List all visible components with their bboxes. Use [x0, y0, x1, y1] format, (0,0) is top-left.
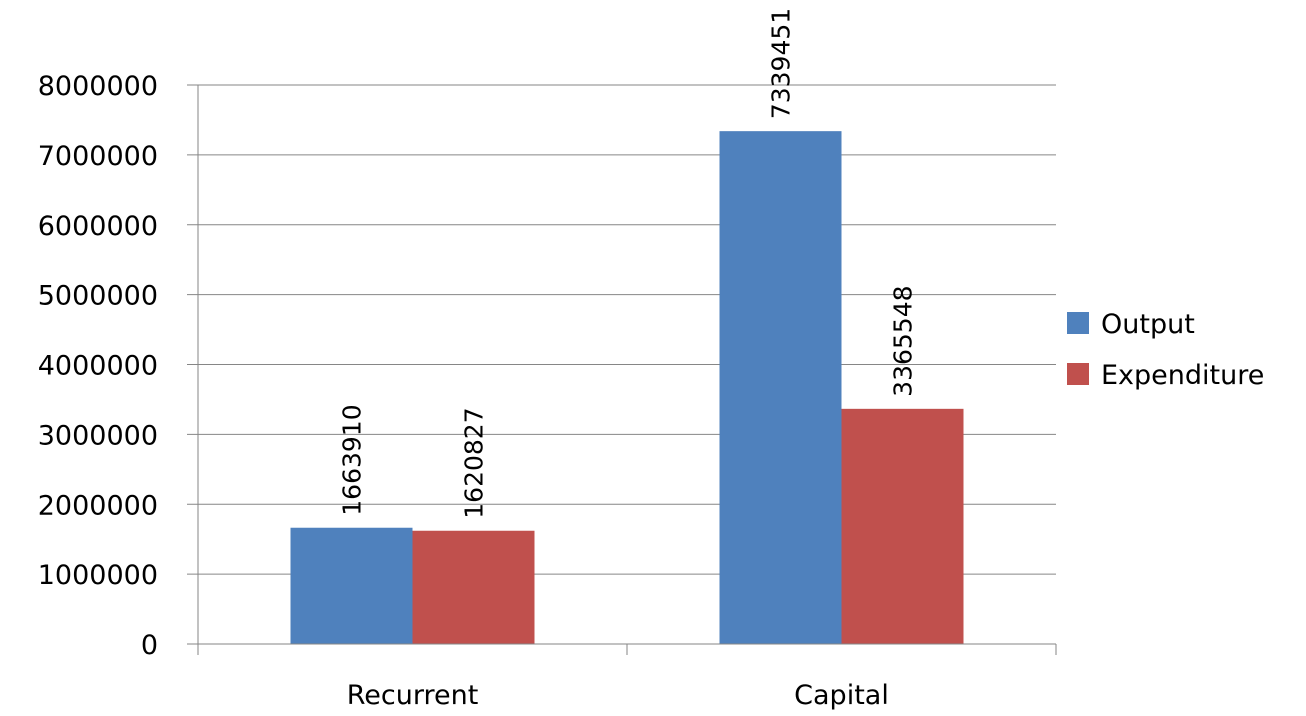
y-tick-label: 7000000 [38, 141, 158, 172]
category-label: Capital [794, 680, 889, 711]
category-labels: Recurrent Capital [347, 680, 889, 711]
y-tick-label: 2000000 [38, 490, 158, 521]
y-tick-label: 4000000 [38, 351, 158, 382]
category-label: Recurrent [347, 680, 479, 711]
data-label: 3365548 [889, 285, 918, 396]
y-tick-label: 5000000 [38, 281, 158, 312]
y-tick-label: 1000000 [38, 560, 158, 591]
bar-output-recurrent [290, 527, 413, 644]
data-label: 1620827 [460, 407, 489, 518]
data-label: 1663910 [338, 404, 367, 515]
y-tick-labels: 0 1000000 2000000 3000000 4000000 5000000 6000… [38, 71, 158, 661]
legend: Output Expenditure [1067, 309, 1264, 391]
bar-expenditure-recurrent [412, 530, 535, 644]
legend-swatch-expenditure [1067, 363, 1089, 385]
y-tick-label: 8000000 [38, 71, 158, 102]
bar-expenditure-capital [841, 408, 964, 644]
y-tick-label: 0 [141, 630, 158, 661]
data-label: 7339451 [767, 8, 796, 119]
bars [290, 131, 964, 644]
gridlines [198, 84, 1056, 575]
legend-label-output: Output [1101, 309, 1195, 340]
data-labels: 1663910 1620827 7339451 3365548 [338, 8, 918, 519]
axes [187, 84, 1057, 655]
legend-label-expenditure: Expenditure [1101, 360, 1264, 391]
bar-output-capital [719, 131, 842, 644]
legend-swatch-output [1067, 312, 1089, 334]
y-tick-label: 6000000 [38, 211, 158, 242]
y-tick-label: 3000000 [38, 420, 158, 451]
